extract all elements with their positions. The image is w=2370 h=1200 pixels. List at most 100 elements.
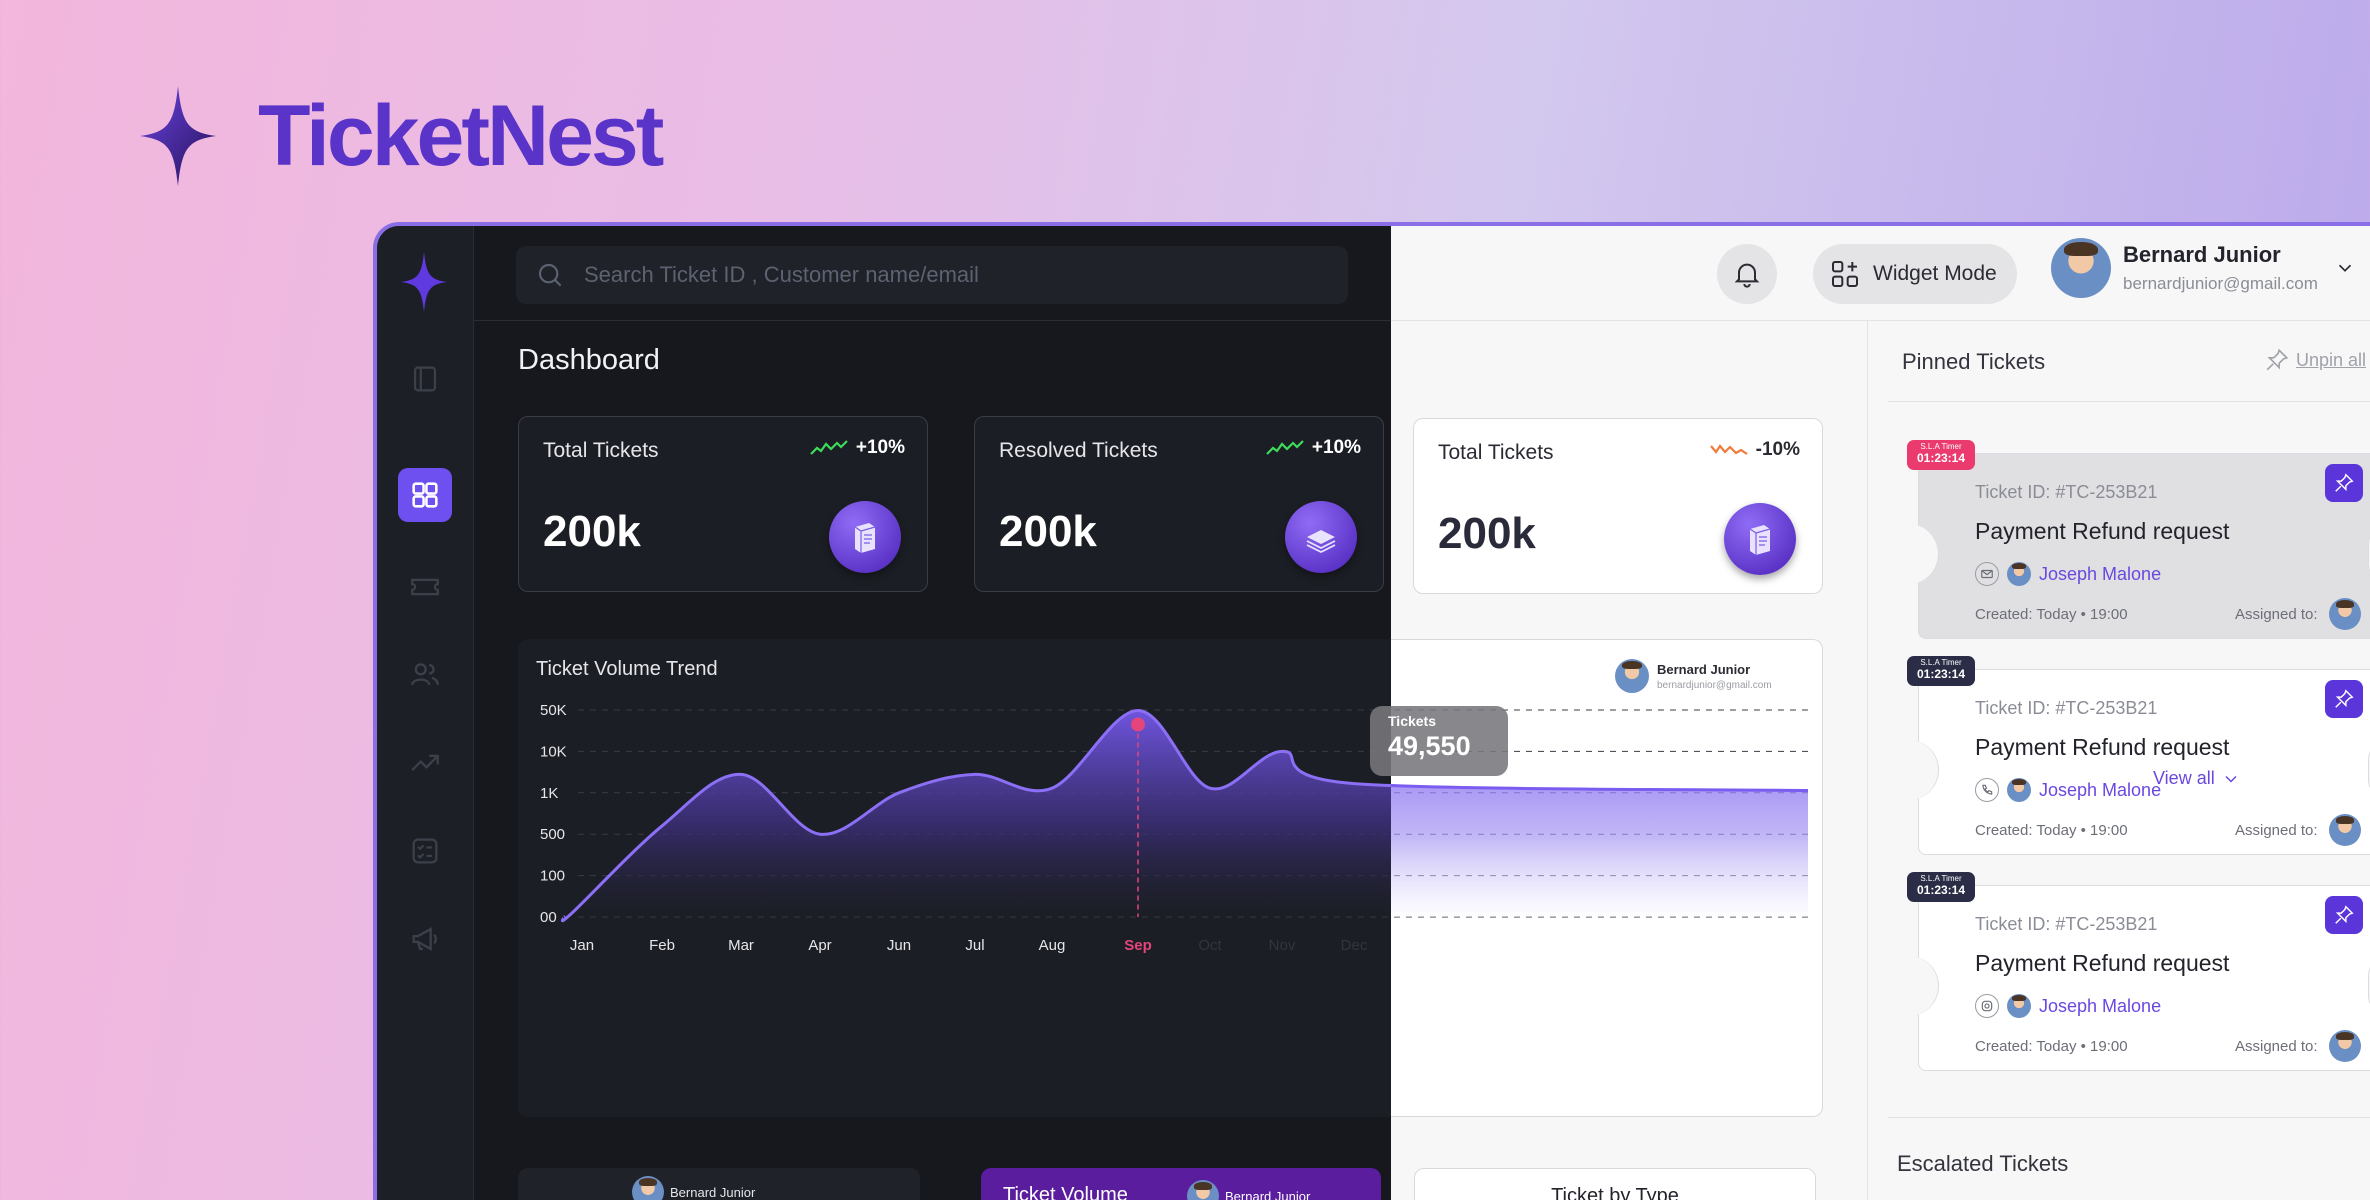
assignee-avatar[interactable] (2329, 814, 2361, 846)
stat-change: +10% (855, 437, 905, 458)
avatar (2007, 778, 2031, 802)
x-tick-label: Jul (965, 937, 984, 954)
pin-icon (2335, 689, 2354, 708)
widget-mode-button[interactable]: Widget Mode (1813, 244, 2017, 304)
notifications-button[interactable] (1717, 244, 1777, 304)
mail-icon (1981, 569, 1993, 579)
customer-name[interactable]: Joseph Malone (2039, 995, 2162, 1016)
view-all-label: View all (2153, 768, 2215, 788)
sidebar-logo-icon[interactable] (399, 252, 449, 312)
card-user-chip: Bernard Junior (1187, 1180, 1310, 1200)
pinned-ticket-card[interactable]: S.L.A Timer 01:23:14 Ticket ID: #TC-253B… (1899, 872, 2370, 1071)
chevron-down-icon[interactable] (2334, 257, 2356, 279)
escalated-tickets-title: Escalated Tickets (1897, 1151, 2069, 1176)
unpin-all-link[interactable]: Unpin all (2264, 347, 2366, 373)
y-tick-label: 1K (540, 785, 558, 802)
avatar (632, 1176, 664, 1200)
y-tick-label: 50K (540, 702, 567, 719)
sla-timer-badge: S.L.A Timer 01:23:14 (1907, 440, 1975, 470)
stat-trend: +10% (810, 437, 905, 459)
sparkle-logo-icon (140, 86, 216, 186)
ticket-assigned-label: Assigned to: (2235, 1038, 2318, 1055)
sla-time: 01:23:14 (1916, 667, 1966, 681)
stat-change: -10% (1755, 439, 1800, 460)
brand-header: TicketNest (140, 86, 664, 186)
sla-timer-badge: S.L.A Timer 01:23:14 (1907, 872, 1975, 902)
app-window: Search Ticket ID , Customer name/email W… (373, 222, 2370, 1200)
user-menu[interactable]: Bernard Junior bernardjunior@gmail.com (2051, 238, 2356, 298)
tooltip-label: Tickets (1388, 713, 1436, 729)
view-all-link[interactable]: View all (2153, 768, 2241, 789)
bell-icon (1734, 263, 1760, 288)
ticket-title: Payment Refund request (1975, 950, 2230, 976)
search-input[interactable]: Search Ticket ID , Customer name/email (584, 262, 979, 287)
layered-tickets-icon (1306, 530, 1336, 554)
topbar-right: Widget Mode Bernard Junior bernardjunior… (1391, 226, 2370, 321)
widget-mode-label: Widget Mode (1873, 262, 1997, 285)
ticket-id: Ticket ID: #TC-253B21 (1975, 914, 2158, 934)
avatar (1187, 1180, 1219, 1200)
stat-badge (1285, 501, 1357, 573)
pinned-ticket-card[interactable]: S.L.A Timer 01:23:14 Ticket ID: #TC-253B… (1899, 440, 2370, 639)
sla-label: S.L.A Timer (1920, 658, 1962, 667)
ticket-title: Payment Refund request (1975, 734, 2230, 760)
stat-trend: -10% (1709, 439, 1800, 461)
sidebar-item-panel[interactable] (404, 358, 446, 400)
x-tick-label: Nov (1269, 937, 1296, 954)
ticket-stack-icon (1749, 525, 1771, 555)
ticket-volume-chart: 00 100 500 1K 10K 50K Jan Feb Mar Apr Jun Jul Aug Se… (540, 702, 1809, 954)
divider (1888, 1117, 2370, 1118)
chart-title: Ticket Volume Trend (536, 658, 718, 680)
user-name: Bernard Junior (2123, 242, 2281, 267)
trend-up-icon (411, 754, 439, 771)
dashboard-grid-icon (412, 482, 438, 508)
ticket-volume-card: Ticket Volume Bernard Junior (981, 1168, 1381, 1200)
x-tick-label: Mar (728, 937, 754, 954)
customer-name[interactable]: Joseph Malone (2039, 779, 2162, 800)
tooltip-value: 49,550 (1388, 731, 1471, 761)
pin-button[interactable] (2325, 896, 2363, 934)
sla-time: 01:23:14 (1916, 883, 1966, 897)
phone-icon (1982, 784, 1993, 795)
x-tick-label: Feb (649, 937, 675, 954)
ticket-title: Payment Refund request (1975, 518, 2230, 544)
sidebar-item-users[interactable] (404, 654, 446, 696)
card-user-name: Bernard Junior (1225, 1188, 1311, 1200)
y-tick-label: 10K (540, 743, 567, 760)
chart-tooltip: Tickets 49,550 (1370, 706, 1508, 776)
chart-user-name: Bernard Junior (1657, 661, 1751, 677)
x-tick-label: Dec (1341, 937, 1368, 954)
search-icon (538, 263, 562, 287)
megaphone-icon (412, 927, 437, 951)
sidebar-item-analytics[interactable] (404, 742, 446, 784)
stat-value: 200k (999, 507, 1097, 556)
y-tick-label: 100 (540, 868, 565, 885)
avatar (2051, 238, 2111, 298)
assignee-avatar[interactable] (2329, 1030, 2361, 1062)
sidebar-item-tickets[interactable] (404, 566, 446, 608)
assignee-avatar[interactable] (2329, 598, 2361, 630)
pinned-ticket-card[interactable]: S.L.A Timer 01:23:14 Ticket ID: #TC-253B… (1899, 656, 2370, 855)
search-box[interactable]: Search Ticket ID , Customer name/email (516, 246, 1348, 304)
sidebar-item-dashboard[interactable] (398, 468, 452, 522)
users-icon (411, 663, 439, 686)
ticket-assigned-label: Assigned to: (2235, 606, 2318, 623)
trend-sparkline-icon (810, 440, 848, 455)
chart-x-axis: Jan Feb Mar Apr Jun Jul Aug Sep Oct Nov Dec (570, 937, 1368, 954)
x-tick-label: Jun (887, 937, 911, 954)
chart-area-fill-light (1391, 785, 1808, 917)
x-tick-label: Sep (1124, 937, 1152, 954)
sidebar-item-announcements[interactable] (404, 918, 446, 960)
pin-button[interactable] (2325, 464, 2363, 502)
card-title: Ticket Volume (1003, 1184, 1128, 1200)
chart-y-axis: 00 100 500 1K 10K 50K (540, 702, 567, 926)
pin-button[interactable] (2325, 680, 2363, 718)
sidebar-item-tasks[interactable] (404, 830, 446, 872)
x-tick-label: Apr (808, 937, 831, 954)
ticket-stack-icon (854, 523, 876, 553)
chart-user-email: bernardjunior@gmail.com (1657, 679, 1772, 691)
chart-series-line (560, 708, 1391, 923)
sla-label: S.L.A Timer (1920, 874, 1962, 883)
channel-badge (1975, 994, 1999, 1018)
customer-name[interactable]: Joseph Malone (2039, 563, 2162, 584)
